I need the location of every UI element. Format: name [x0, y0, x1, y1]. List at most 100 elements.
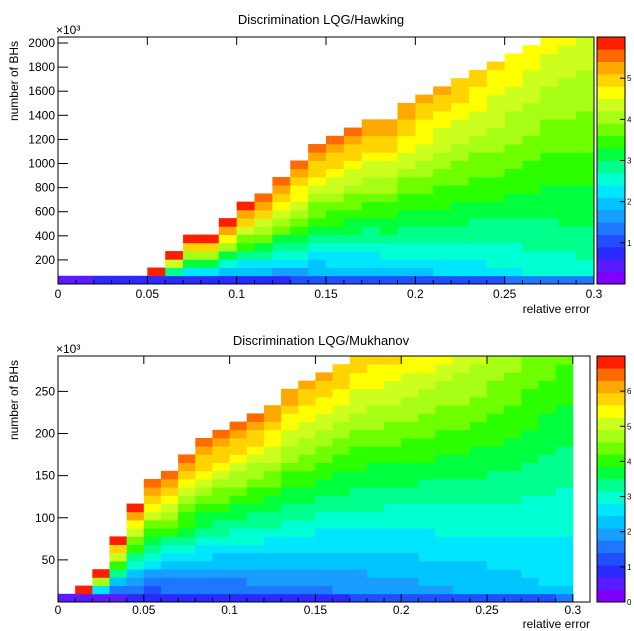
heatmap-cell: [418, 561, 436, 570]
heatmap-cell: [452, 536, 471, 545]
heatmap-cell: [343, 193, 363, 203]
heatmap-cell: [540, 193, 559, 203]
x-axis-label-mukhanov: relative error: [523, 617, 590, 631]
heatmap-cell: [521, 454, 539, 463]
heatmap-cell: [254, 209, 273, 219]
heatmap-cell: [178, 561, 196, 570]
heatmap-cell: [538, 511, 557, 521]
colorbar-segment: [597, 86, 625, 100]
heatmap-cell: [397, 218, 416, 227]
heatmap-cell: [558, 135, 577, 145]
heatmap-cell: [452, 372, 471, 381]
y-tick-label: 250: [35, 384, 55, 398]
heatmap-cell: [379, 135, 398, 145]
heatmap-cell: [415, 102, 434, 112]
heatmap-cell: [521, 462, 539, 472]
heatmap-cell: [178, 577, 196, 586]
heatmap-cell: [290, 275, 309, 285]
heatmap-cell: [504, 421, 522, 431]
heatmap-cell: [558, 209, 577, 219]
heatmap-cell: [435, 405, 454, 414]
heatmap-cell: [451, 168, 470, 178]
colorbar-segment: [597, 172, 625, 186]
heatmap-cell: [379, 127, 398, 137]
heatmap-cell: [315, 388, 333, 398]
heatmap-cell: [326, 242, 345, 252]
heatmap-cell: [160, 561, 179, 570]
heatmap-cell: [272, 201, 291, 211]
heatmap-cell: [555, 405, 574, 414]
heatmap-cell: [540, 127, 559, 137]
heatmap-cell: [343, 127, 363, 137]
heatmap-cell: [183, 259, 202, 268]
heatmap-cell: [195, 593, 213, 603]
heatmap-cell: [366, 544, 385, 554]
x-tick-label: 0.2: [407, 287, 424, 301]
heatmap-cell: [397, 176, 416, 186]
heatmap-cell: [504, 372, 522, 381]
heatmap-cell: [160, 511, 179, 521]
heatmap-cell: [504, 275, 523, 285]
y-tick-label: 100: [35, 511, 55, 525]
heatmap-cell: [401, 528, 419, 537]
heatmap-cell: [469, 544, 488, 554]
heatmap-cell: [522, 86, 541, 96]
heatmap-cell: [200, 267, 220, 277]
heatmap-cell: [326, 275, 345, 285]
heatmap-cell: [415, 193, 434, 203]
heatmap-cell: [195, 495, 213, 504]
heatmap-cell: [576, 218, 595, 227]
heatmap-cell: [349, 585, 368, 595]
heatmap-cell: [415, 209, 434, 219]
heatmap-cell: [418, 372, 436, 381]
heatmap-cell: [178, 470, 196, 480]
heatmap-cell: [486, 160, 506, 170]
heatmap-cell: [308, 201, 327, 211]
heatmap-cell: [298, 446, 316, 455]
heatmap-cell: [178, 593, 196, 603]
heatmap-cell: [576, 201, 595, 211]
heatmap-cell: [361, 193, 380, 203]
heatmap-cell: [366, 528, 385, 537]
heatmap-cell: [246, 544, 265, 554]
heatmap-cell: [315, 577, 333, 586]
heatmap-cell: [298, 470, 316, 480]
heatmap-cell: [236, 234, 255, 244]
heatmap-cell: [384, 577, 402, 586]
heatmap-cell: [272, 185, 291, 194]
heatmap-cell: [332, 511, 351, 521]
heatmap-cell: [298, 544, 316, 554]
heatmap-cell: [315, 520, 333, 529]
heatmap-cell: [326, 144, 345, 153]
heatmap-cell: [452, 438, 471, 447]
heatmap-cell: [361, 201, 380, 211]
heatmap-cell: [521, 429, 539, 439]
heatmap-cell: [229, 421, 248, 431]
heatmap-cell: [143, 593, 162, 603]
heatmap-cell: [212, 593, 231, 603]
heatmap-cell: [418, 503, 436, 513]
heatmap-cell: [487, 372, 505, 381]
heatmap-cell: [178, 495, 196, 504]
heatmap-cell: [415, 135, 434, 145]
heatmap-cell: [366, 479, 385, 488]
heatmap-cell: [486, 267, 506, 277]
heatmap-cell: [361, 218, 380, 227]
heatmap-cell: [254, 259, 273, 268]
heatmap-cell: [290, 267, 309, 277]
heatmap-cell: [397, 160, 416, 170]
heatmap-cell: [212, 569, 231, 578]
heatmap-cell: [246, 429, 265, 439]
heatmap-cell: [504, 470, 522, 480]
heatmap-cell: [504, 152, 523, 161]
heatmap-cell: [332, 495, 351, 504]
heatmap-cell: [326, 234, 345, 244]
heatmap-cell: [160, 487, 179, 496]
heatmap-cell: [415, 201, 434, 211]
heatmap-cell: [75, 275, 95, 285]
heatmap-cell: [418, 446, 436, 455]
heatmap-cell: [143, 561, 162, 570]
heatmap-cell: [504, 69, 523, 79]
heatmap-cell: [178, 454, 196, 463]
heatmap-cell: [538, 577, 557, 586]
